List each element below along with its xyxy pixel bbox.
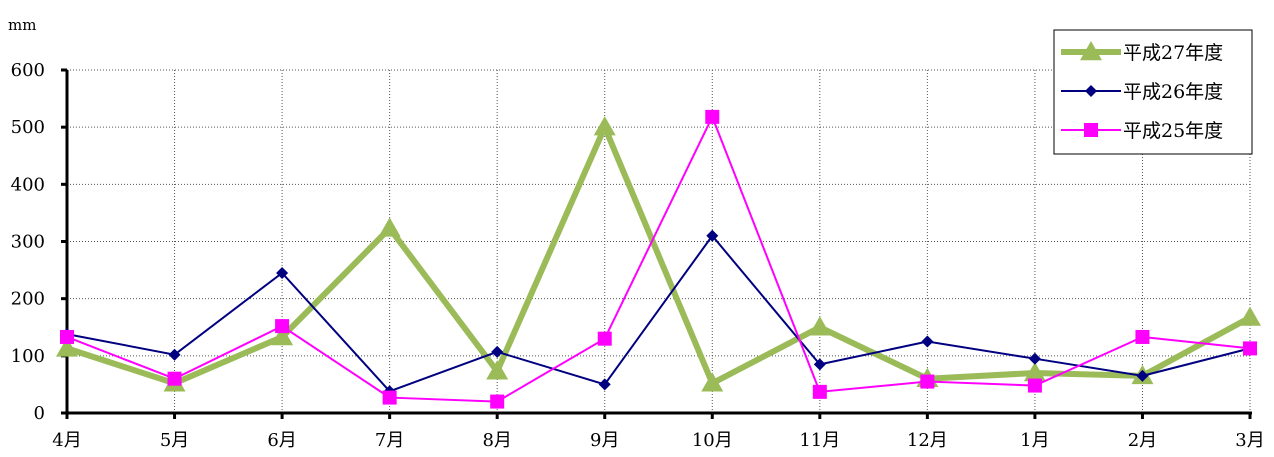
y-tick-label: 0: [34, 403, 45, 424]
y-tick-labels: 0 100 200 300 400 500 600: [11, 60, 45, 424]
series-line: [66, 234, 1251, 393]
data-point: [168, 348, 181, 361]
data-point: [56, 337, 78, 357]
data-point: [1243, 341, 1257, 356]
x-tick-label: 10月: [692, 430, 733, 451]
data-point: [593, 116, 616, 136]
data-point: [60, 329, 74, 344]
axes: [61, 68, 1252, 419]
data-point: [378, 217, 401, 237]
data-point: [808, 316, 831, 336]
data-point: [706, 229, 719, 242]
data-point: [491, 345, 504, 358]
data-point: [812, 384, 827, 399]
legend-marker: [1085, 85, 1097, 97]
series-2: [60, 109, 1257, 409]
y-tick-label: 200: [11, 289, 45, 310]
legend-label: 平成27年度: [1123, 42, 1223, 64]
data-point: [1135, 329, 1150, 344]
data-point: [813, 358, 826, 371]
x-tick-label: 1月: [1020, 430, 1049, 451]
data-point: [486, 360, 509, 380]
series-line: [66, 114, 1251, 403]
data-point: [271, 325, 294, 346]
data-point: [705, 109, 720, 124]
x-tick-label: 5月: [160, 430, 189, 451]
legend-marker: [1080, 41, 1102, 61]
x-tick-label: 2月: [1128, 430, 1157, 451]
x-tick-labels: 4月 5月 6月 7月 8月 9月 10月 11月 12月 1月 2月 3月: [52, 430, 1264, 451]
y-tick-label: 400: [11, 174, 45, 195]
data-point: [1023, 361, 1046, 382]
legend-label: 平成26年度: [1123, 81, 1223, 103]
y-tick-label: 300: [11, 232, 45, 253]
x-tick-label: 11月: [799, 430, 840, 451]
x-tick-label: 7月: [375, 430, 404, 451]
data-point: [597, 331, 612, 346]
data-point: [1028, 352, 1041, 365]
series-0: [56, 116, 1261, 392]
legend-marker: [1084, 123, 1098, 137]
y-tick-label: 600: [11, 60, 45, 81]
data-point: [701, 372, 724, 392]
y-tick-label: 100: [11, 346, 45, 367]
x-tick-label: 8月: [482, 430, 511, 451]
data-point: [921, 335, 934, 348]
x-tick-label: 4月: [52, 430, 81, 451]
y-axis-unit-label: mm: [8, 16, 36, 34]
x-tick-label: 9月: [590, 430, 619, 451]
legend-label: 平成25年度: [1123, 120, 1223, 142]
data-point: [920, 374, 935, 389]
data-point: [382, 390, 397, 405]
data-point: [1136, 369, 1149, 382]
x-tick-label: 6月: [267, 430, 296, 451]
data-point: [1027, 378, 1042, 393]
data-point: [598, 378, 611, 391]
x-tick-label: 3月: [1235, 430, 1264, 451]
series-line: [66, 119, 1252, 388]
data-point: [276, 266, 289, 279]
y-tick-label: 500: [11, 117, 45, 138]
data-point: [1239, 306, 1261, 326]
data-point: [490, 394, 505, 409]
x-tick-label: 12月: [907, 430, 948, 451]
data-point: [167, 371, 182, 386]
data-point: [275, 319, 290, 334]
series-group: [56, 109, 1261, 409]
